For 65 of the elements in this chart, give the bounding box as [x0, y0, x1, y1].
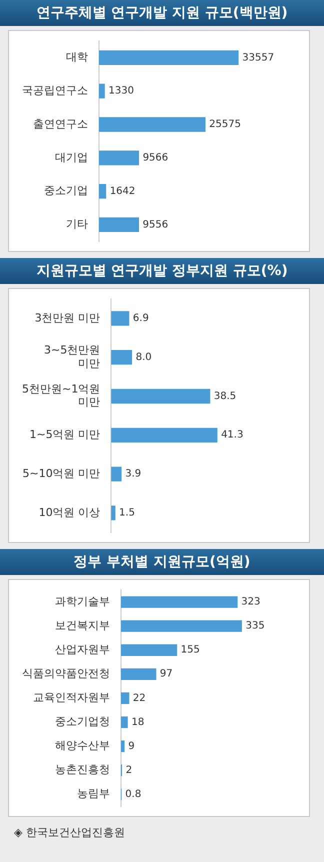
- data-label: 0.8: [125, 788, 142, 800]
- data-label: 33557: [242, 52, 274, 64]
- y-tick-label: 10억원 이상: [38, 506, 100, 519]
- bar: [121, 716, 128, 728]
- chart-title: 정부 부처별 지원규모(억원): [0, 549, 324, 575]
- data-label: 155: [180, 644, 200, 656]
- y-tick-label: 기타: [66, 218, 88, 231]
- y-tick-label: 보건복지부: [55, 618, 110, 632]
- data-label: 9566: [142, 152, 168, 164]
- y-tick-label: 1~5억원 미만: [29, 428, 100, 442]
- y-tick-label: 중소기업청: [55, 715, 110, 728]
- chart-title: 연구주체별 연구개발 지원 규모(백만원): [0, 0, 324, 26]
- data-label: 3.9: [125, 468, 142, 480]
- bar: [99, 84, 105, 98]
- bar: [99, 117, 206, 132]
- data-label: 9: [128, 740, 135, 752]
- data-label: 1.5: [119, 508, 135, 519]
- chart-title: 지원규모별 연구개발 정부지원 규모(%): [0, 258, 324, 284]
- y-tick-label: 산업자원부: [55, 642, 110, 656]
- data-label: 2: [126, 764, 132, 776]
- data-label: 1330: [108, 86, 134, 97]
- bar: [111, 388, 210, 404]
- bar: [99, 150, 140, 166]
- bar: [111, 350, 132, 365]
- bar: [111, 466, 122, 482]
- bar: [121, 620, 242, 632]
- bar: [99, 217, 139, 232]
- text: ◈ 한국보건산업진흥원: [13, 825, 126, 840]
- y-tick-label: 국공립연구소: [22, 84, 88, 97]
- data-label: 38.5: [214, 390, 236, 402]
- data-label: 8.0: [136, 352, 152, 363]
- bar: [111, 506, 116, 520]
- bar: [99, 50, 239, 66]
- data-label: 1642: [110, 186, 136, 197]
- y-tick-label: 대기업: [55, 150, 88, 164]
- y-tick-label: 대학: [66, 50, 88, 64]
- y-tick-label: 과학기술부: [55, 594, 110, 608]
- bar: [121, 668, 156, 680]
- bar: [121, 596, 238, 608]
- y-tick-label: 5~10억원 미만: [22, 466, 100, 480]
- data-label: 97: [160, 668, 173, 680]
- y-tick-label: 교육인적자원부: [33, 691, 110, 704]
- data-label: 25575: [209, 119, 241, 130]
- y-tick-label: 농촌진흥청: [55, 763, 110, 776]
- data-label: 41.3: [221, 430, 244, 441]
- data-label: 9556: [142, 219, 168, 230]
- y-tick-label: 농림부: [77, 787, 110, 800]
- y-tick-label: 3천만원 미만: [34, 311, 100, 324]
- bar: [121, 740, 125, 752]
- y-tick-label: 해양수산부: [55, 739, 110, 752]
- data-label: 323: [241, 596, 260, 608]
- bar: [111, 311, 130, 326]
- y-tick-label: 5천만원~1억원 미만: [22, 382, 100, 409]
- bar: [99, 184, 106, 199]
- y-tick-label: 중소기업: [44, 184, 88, 198]
- data-label: 18: [131, 716, 144, 728]
- y-tick-label: 3~5천만원 미만: [44, 344, 100, 370]
- data-label: 22: [132, 692, 146, 704]
- data-label: 335: [246, 620, 265, 632]
- bar: [111, 428, 218, 442]
- data-label: 6.9: [132, 313, 149, 324]
- bar: [121, 644, 178, 656]
- y-tick-label: 출연연구소: [33, 117, 88, 130]
- bar: [121, 692, 130, 704]
- y-tick-label: 식품의약품안전청: [22, 667, 110, 680]
